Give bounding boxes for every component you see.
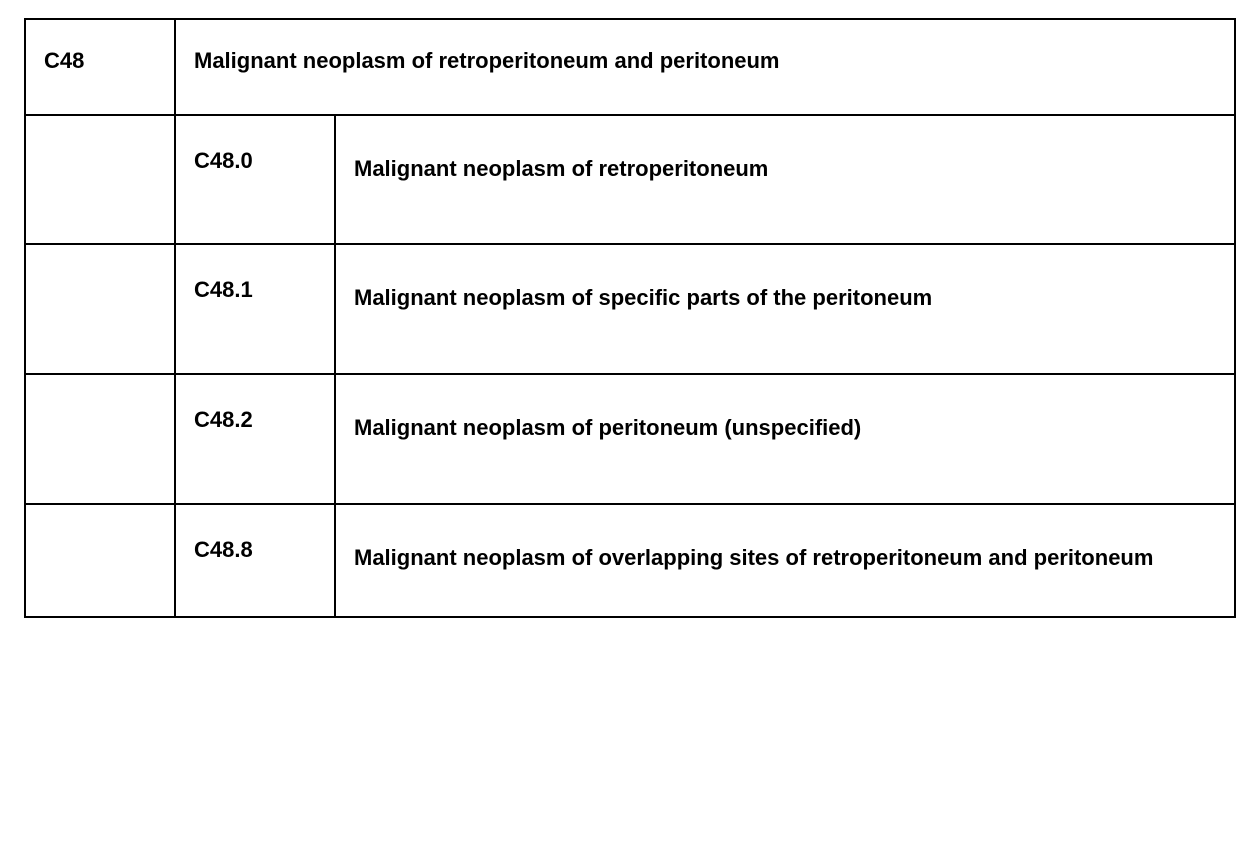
sub-description: Malignant neoplasm of peritoneum (unspec… bbox=[354, 415, 861, 440]
empty-cell bbox=[25, 374, 175, 504]
table-row: C48.0 Malignant neoplasm of retroperiton… bbox=[25, 115, 1235, 245]
sub-description-cell: Malignant neoplasm of specific parts of … bbox=[335, 244, 1235, 374]
sub-description: Malignant neoplasm of specific parts of … bbox=[354, 285, 932, 310]
sub-description: Malignant neoplasm of overlapping sites … bbox=[354, 545, 1153, 570]
table-row: C48.8 Malignant neoplasm of overlapping … bbox=[25, 504, 1235, 618]
empty-cell bbox=[25, 244, 175, 374]
sub-description-cell: Malignant neoplasm of overlapping sites … bbox=[335, 504, 1235, 618]
sub-description-cell: Malignant neoplasm of retroperitoneum bbox=[335, 115, 1235, 245]
table-header-row: C48 Malignant neoplasm of retroperitoneu… bbox=[25, 19, 1235, 115]
sub-description-cell: Malignant neoplasm of peritoneum (unspec… bbox=[335, 374, 1235, 504]
parent-code-cell: C48 bbox=[25, 19, 175, 115]
sub-code: C48.8 bbox=[194, 537, 253, 562]
empty-cell bbox=[25, 115, 175, 245]
table-row: C48.1 Malignant neoplasm of specific par… bbox=[25, 244, 1235, 374]
sub-code: C48.2 bbox=[194, 407, 253, 432]
parent-description: Malignant neoplasm of retroperitoneum an… bbox=[194, 48, 780, 73]
parent-code: C48 bbox=[44, 48, 84, 73]
icd-code-table: C48 Malignant neoplasm of retroperitoneu… bbox=[24, 18, 1236, 618]
sub-description: Malignant neoplasm of retroperitoneum bbox=[354, 156, 768, 181]
empty-cell bbox=[25, 504, 175, 618]
parent-description-cell: Malignant neoplasm of retroperitoneum an… bbox=[175, 19, 1235, 115]
table-row: C48.2 Malignant neoplasm of peritoneum (… bbox=[25, 374, 1235, 504]
sub-code: C48.1 bbox=[194, 277, 253, 302]
sub-code: C48.0 bbox=[194, 148, 253, 173]
sub-code-cell: C48.8 bbox=[175, 504, 335, 618]
sub-code-cell: C48.1 bbox=[175, 244, 335, 374]
sub-code-cell: C48.0 bbox=[175, 115, 335, 245]
sub-code-cell: C48.2 bbox=[175, 374, 335, 504]
